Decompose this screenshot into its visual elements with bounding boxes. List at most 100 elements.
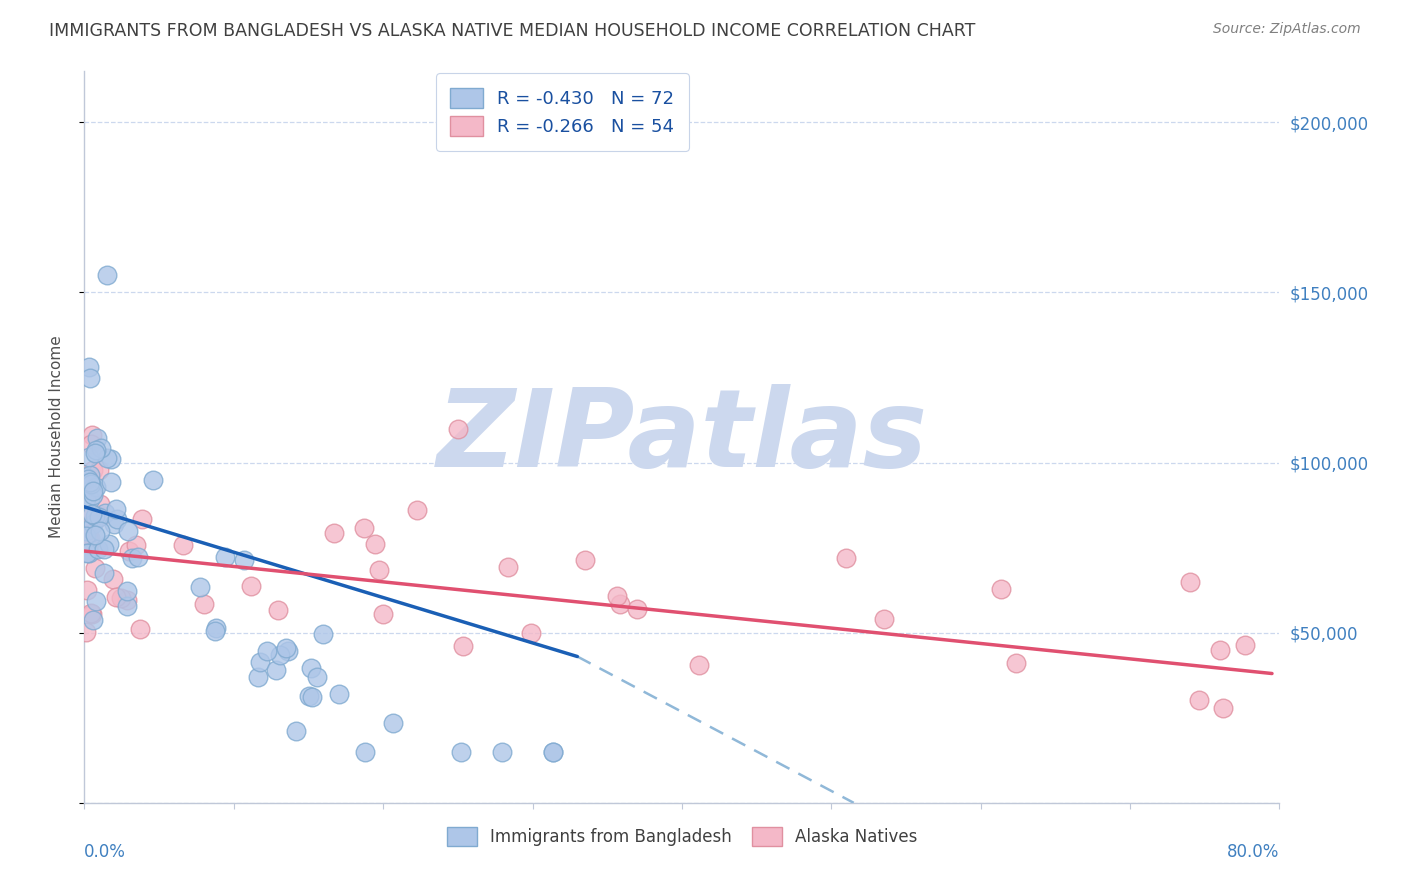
Point: [82, 607, 104, 621]
Point: [541, 745, 564, 759]
Point: [76, 583, 98, 598]
Point: [246, 670, 269, 684]
Point: [82, 613, 104, 627]
Point: [84, 446, 107, 460]
Point: [75, 529, 97, 543]
Point: [447, 421, 470, 435]
Point: [249, 655, 271, 669]
Point: [520, 625, 543, 640]
Point: [990, 582, 1012, 596]
Point: [79, 475, 101, 490]
Point: [115, 593, 138, 607]
Point: [496, 560, 519, 574]
Point: [86, 431, 108, 445]
Point: [277, 643, 299, 657]
Point: [105, 512, 128, 526]
Point: [626, 602, 648, 616]
Point: [204, 624, 226, 638]
Point: [75, 524, 97, 538]
Point: [368, 563, 391, 577]
Point: [110, 591, 132, 606]
Point: [276, 640, 298, 655]
Point: [79, 370, 101, 384]
Point: [117, 524, 139, 539]
Point: [328, 688, 350, 702]
Point: [84, 527, 107, 541]
Point: [1187, 693, 1209, 707]
Point: [96, 268, 118, 283]
Point: [93, 506, 115, 520]
Point: [266, 663, 288, 677]
Point: [382, 716, 405, 731]
Point: [312, 627, 335, 641]
Point: [285, 724, 308, 739]
Point: [1212, 701, 1234, 715]
Point: [80, 477, 103, 491]
Point: [451, 640, 474, 654]
Point: [77, 536, 100, 550]
Point: [205, 621, 228, 635]
Point: [96, 450, 118, 465]
Point: [77, 360, 100, 375]
Point: [86, 542, 108, 557]
Point: [299, 661, 322, 675]
Point: [491, 745, 513, 759]
Point: [405, 503, 427, 517]
Point: [256, 644, 278, 658]
Y-axis label: Median Household Income: Median Household Income: [49, 335, 63, 539]
Legend: Immigrants from Bangladesh, Alaska Natives: Immigrants from Bangladesh, Alaska Nativ…: [440, 821, 924, 853]
Point: [80, 437, 103, 451]
Point: [77, 526, 100, 541]
Point: [98, 537, 121, 551]
Point: [83, 561, 105, 575]
Point: [117, 599, 139, 613]
Point: [131, 512, 153, 526]
Point: [323, 525, 346, 540]
Point: [363, 537, 385, 551]
Point: [267, 603, 290, 617]
Point: [75, 625, 97, 640]
Point: [87, 509, 110, 524]
Point: [353, 745, 375, 759]
Point: [82, 484, 104, 499]
Point: [80, 428, 103, 442]
Point: [142, 473, 165, 487]
Point: [80, 606, 103, 620]
Point: [129, 622, 152, 636]
Point: [76, 546, 98, 560]
Point: [93, 566, 115, 581]
Point: [609, 597, 631, 611]
Text: Source: ZipAtlas.com: Source: ZipAtlas.com: [1213, 22, 1361, 37]
Point: [371, 607, 394, 621]
Point: [232, 553, 254, 567]
Point: [84, 509, 107, 524]
Point: [100, 452, 122, 467]
Point: [688, 658, 710, 673]
Point: [82, 488, 104, 502]
Text: ZIPatlas: ZIPatlas: [436, 384, 928, 490]
Point: [121, 550, 143, 565]
Text: 0.0%: 0.0%: [84, 843, 127, 861]
Point: [101, 572, 124, 586]
Point: [301, 690, 323, 704]
Point: [90, 442, 112, 456]
Point: [82, 463, 104, 477]
Point: [118, 544, 141, 558]
Point: [89, 524, 111, 538]
Point: [89, 497, 111, 511]
Point: [93, 541, 115, 556]
Point: [1178, 574, 1201, 589]
Point: [172, 538, 194, 552]
Point: [75, 491, 97, 506]
Point: [87, 463, 110, 477]
Point: [214, 550, 236, 565]
Point: [127, 549, 149, 564]
Point: [86, 480, 108, 494]
Point: [75, 545, 97, 559]
Point: [297, 689, 319, 703]
Point: [79, 533, 101, 548]
Point: [835, 551, 858, 566]
Point: [240, 579, 263, 593]
Point: [1209, 642, 1232, 657]
Point: [188, 580, 211, 594]
